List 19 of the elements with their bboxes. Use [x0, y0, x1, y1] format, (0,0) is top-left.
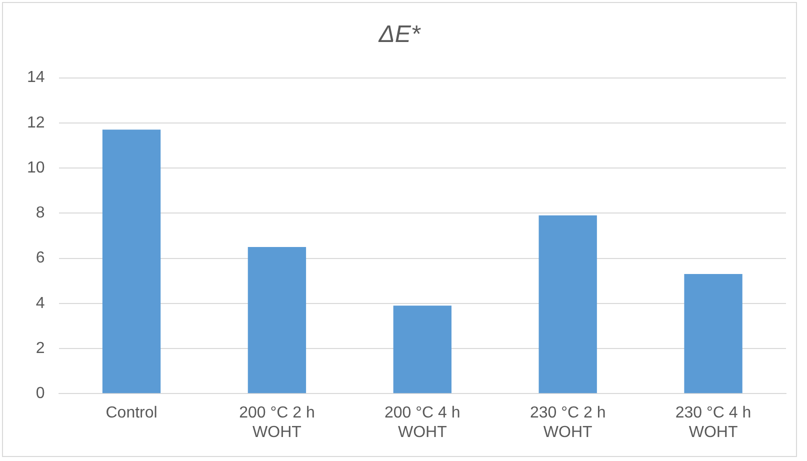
x-tick-label: 200 °C 2 h WOHT	[239, 404, 315, 441]
x-tick-label: 230 °C 4 h WOHT	[675, 404, 752, 441]
y-tick-label: 0	[36, 385, 45, 402]
bar	[538, 215, 597, 394]
y-tick-label: 8	[36, 204, 45, 222]
y-tick-label: 2	[36, 340, 45, 357]
x-tick-label: 230 °C 2 h WOHT	[530, 404, 606, 441]
x-tick-label: Control	[106, 404, 158, 422]
y-tick-label: 10	[27, 159, 45, 176]
bar	[248, 246, 306, 394]
x-tick-label: 200 °C 4 h WOHT	[384, 404, 460, 441]
bar	[393, 306, 452, 394]
y-tick-label: 4	[36, 294, 45, 312]
y-tick-label: 14	[27, 69, 45, 86]
bar	[102, 130, 161, 394]
y-tick-label: 6	[36, 250, 45, 267]
chart-title: ΔE*	[378, 21, 421, 48]
y-tick-label: 12	[27, 114, 45, 132]
bar	[684, 274, 742, 394]
